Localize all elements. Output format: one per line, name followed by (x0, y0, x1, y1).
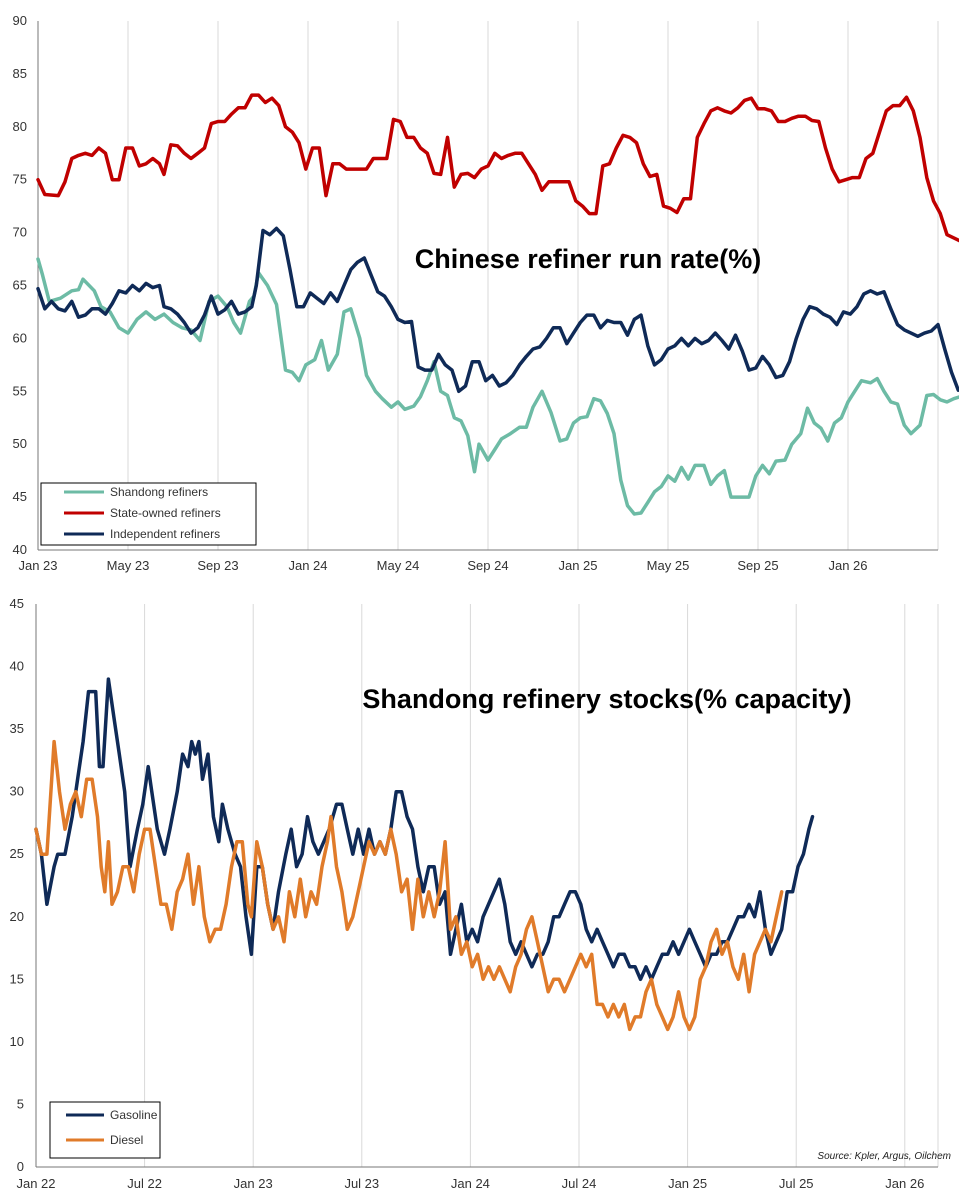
stocks-x-tick-label: Jul 23 (344, 1176, 379, 1191)
run-rate-x-tick-label: Jan 24 (288, 558, 327, 573)
stocks-y-tick-label: 20 (10, 909, 24, 924)
run-rate-y-tick-label: 45 (13, 489, 27, 504)
run-rate-y-tick-label: 55 (13, 383, 27, 398)
run-rate-x-tick-label: Jan 25 (558, 558, 597, 573)
stocks-x-tick-label: Jan 26 (885, 1176, 924, 1191)
stocks-legend: Gasoline Diesel (49, 1101, 161, 1159)
stocks-x-tick-label: Jan 23 (234, 1176, 273, 1191)
run-rate-legend: Shandong refiners State-owned refiners I… (40, 482, 257, 546)
stocks-title: Shandong refinery stocks(% capacity) (362, 684, 851, 714)
stocks-y-tick-label: 10 (10, 1034, 24, 1049)
run-rate-x-tick-label: Jan 26 (828, 558, 867, 573)
stocks-y-tick-label: 30 (10, 784, 24, 799)
run-rate-x-tick-label: May 25 (647, 558, 690, 573)
stocks-series-gasoline (34, 677, 815, 982)
run-rate-y-tick-label: 70 (13, 225, 27, 240)
legend-label-state-owned: State-owned refiners (110, 506, 221, 520)
stocks-y-tick-label: 25 (10, 846, 24, 861)
stocks-grid (144, 604, 939, 1167)
run-rate-y-tick-label: 60 (13, 330, 27, 345)
stocks-x-tick-label: Jul 24 (562, 1176, 597, 1191)
stocks-axes: Jan 22 Jul 22 Jan 23 Jul 23 Jan 24 Jul 24 Jan … (10, 596, 938, 1191)
run-rate-x-tick-label: Sep 25 (737, 558, 778, 573)
stocks-y-tick-label: 35 (10, 721, 24, 736)
run-rate-y-tick-label: 50 (13, 436, 27, 451)
legend-label-diesel: Diesel (110, 1133, 143, 1147)
stocks-y-tick-label: 15 (10, 971, 24, 986)
run-rate-x-tick-label: May 24 (377, 558, 420, 573)
stocks-x-tick-label: Jan 24 (451, 1176, 490, 1191)
stocks-x-tick-label: Jul 22 (127, 1176, 162, 1191)
run-rate-grid (127, 21, 939, 550)
stocks-x-tick-label: Jan 25 (668, 1176, 707, 1191)
run-rate-x-tick-label: May 23 (107, 558, 150, 573)
run-rate-x-tick-label: Sep 23 (197, 558, 238, 573)
stocks-y-tick-label: 5 (17, 1096, 24, 1111)
stocks-y-tick-label: 45 (10, 596, 24, 611)
run-rate-title: Chinese refiner run rate(%) (415, 244, 762, 274)
run-rate-x-tick-label: Sep 24 (467, 558, 508, 573)
run-rate-y-tick-label: 40 (13, 542, 27, 557)
legend-label-gasoline: Gasoline (110, 1108, 158, 1122)
stocks-x-tick-label: Jan 22 (16, 1176, 55, 1191)
run-rate-series-state-owned-refiners (36, 93, 959, 243)
stocks-y-tick-label: 0 (17, 1159, 24, 1174)
run-rate-y-tick-label: 90 (13, 13, 27, 28)
run-rate-y-tick-label: 65 (13, 278, 27, 293)
run-rate-y-tick-label: 75 (13, 172, 27, 187)
stocks-legend-box (49, 1101, 161, 1159)
run-rate-chart: Jan 23 May 23 Sep 23 Jan 24 May 24 Sep 24 Jan … (13, 13, 959, 573)
source-note: Source: Kpler, Argus, Oilchem (817, 1151, 951, 1162)
legend-label-shandong: Shandong refiners (110, 485, 208, 499)
run-rate-series-shandong-refiners (36, 257, 959, 516)
run-rate-axes: Jan 23 May 23 Sep 23 Jan 24 May 24 Sep 24 Jan … (13, 13, 938, 573)
stocks-chart: Jan 22 Jul 22 Jan 23 Jul 23 Jan 24 Jul 24 Jan … (10, 596, 951, 1191)
stocks-series-diesel (34, 739, 784, 1032)
run-rate-series-independent-refiners (36, 226, 959, 394)
stocks-series (34, 677, 815, 1032)
run-rate-x-tick-label: Jan 23 (18, 558, 57, 573)
run-rate-y-tick-label: 80 (13, 119, 27, 134)
legend-label-independent: Independent refiners (110, 527, 220, 541)
run-rate-y-tick-label: 85 (13, 66, 27, 81)
stocks-y-tick-label: 40 (10, 659, 24, 674)
stocks-x-tick-label: Jul 25 (779, 1176, 814, 1191)
run-rate-series (36, 93, 959, 516)
